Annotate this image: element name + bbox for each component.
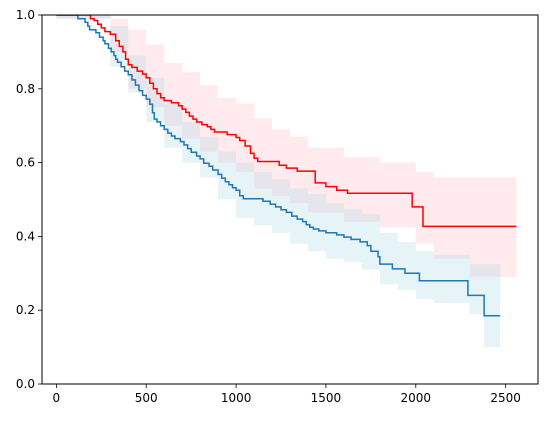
plot-background [42,15,538,384]
x-tick-label: 0 [53,391,61,405]
x-tick-label: 1000 [221,391,252,405]
survival-curve-2 [56,15,501,317]
x-axis: 0 500 1000 1500 2000 2500 [53,384,521,405]
x-tick-label: 2000 [401,391,432,405]
x-tick-label: 1500 [311,391,342,405]
x-tick-label: 2500 [490,391,521,405]
y-tick-label: 0.2 [16,303,35,317]
y-tick-label: 1.0 [16,8,35,22]
confidence-band-1 [56,15,517,277]
y-tick-label: 0.4 [16,229,35,243]
survival-curves [56,15,517,317]
x-tick-label: 500 [135,391,158,405]
y-tick-label: 0.0 [16,377,35,391]
survival-curve-1 [56,15,517,228]
y-tick-label: 0.8 [16,82,35,96]
plot-frame [41,14,539,385]
y-axis: 0.0 0.2 0.4 0.6 0.8 1.0 [16,8,42,391]
y-tick-label: 0.6 [16,156,35,170]
